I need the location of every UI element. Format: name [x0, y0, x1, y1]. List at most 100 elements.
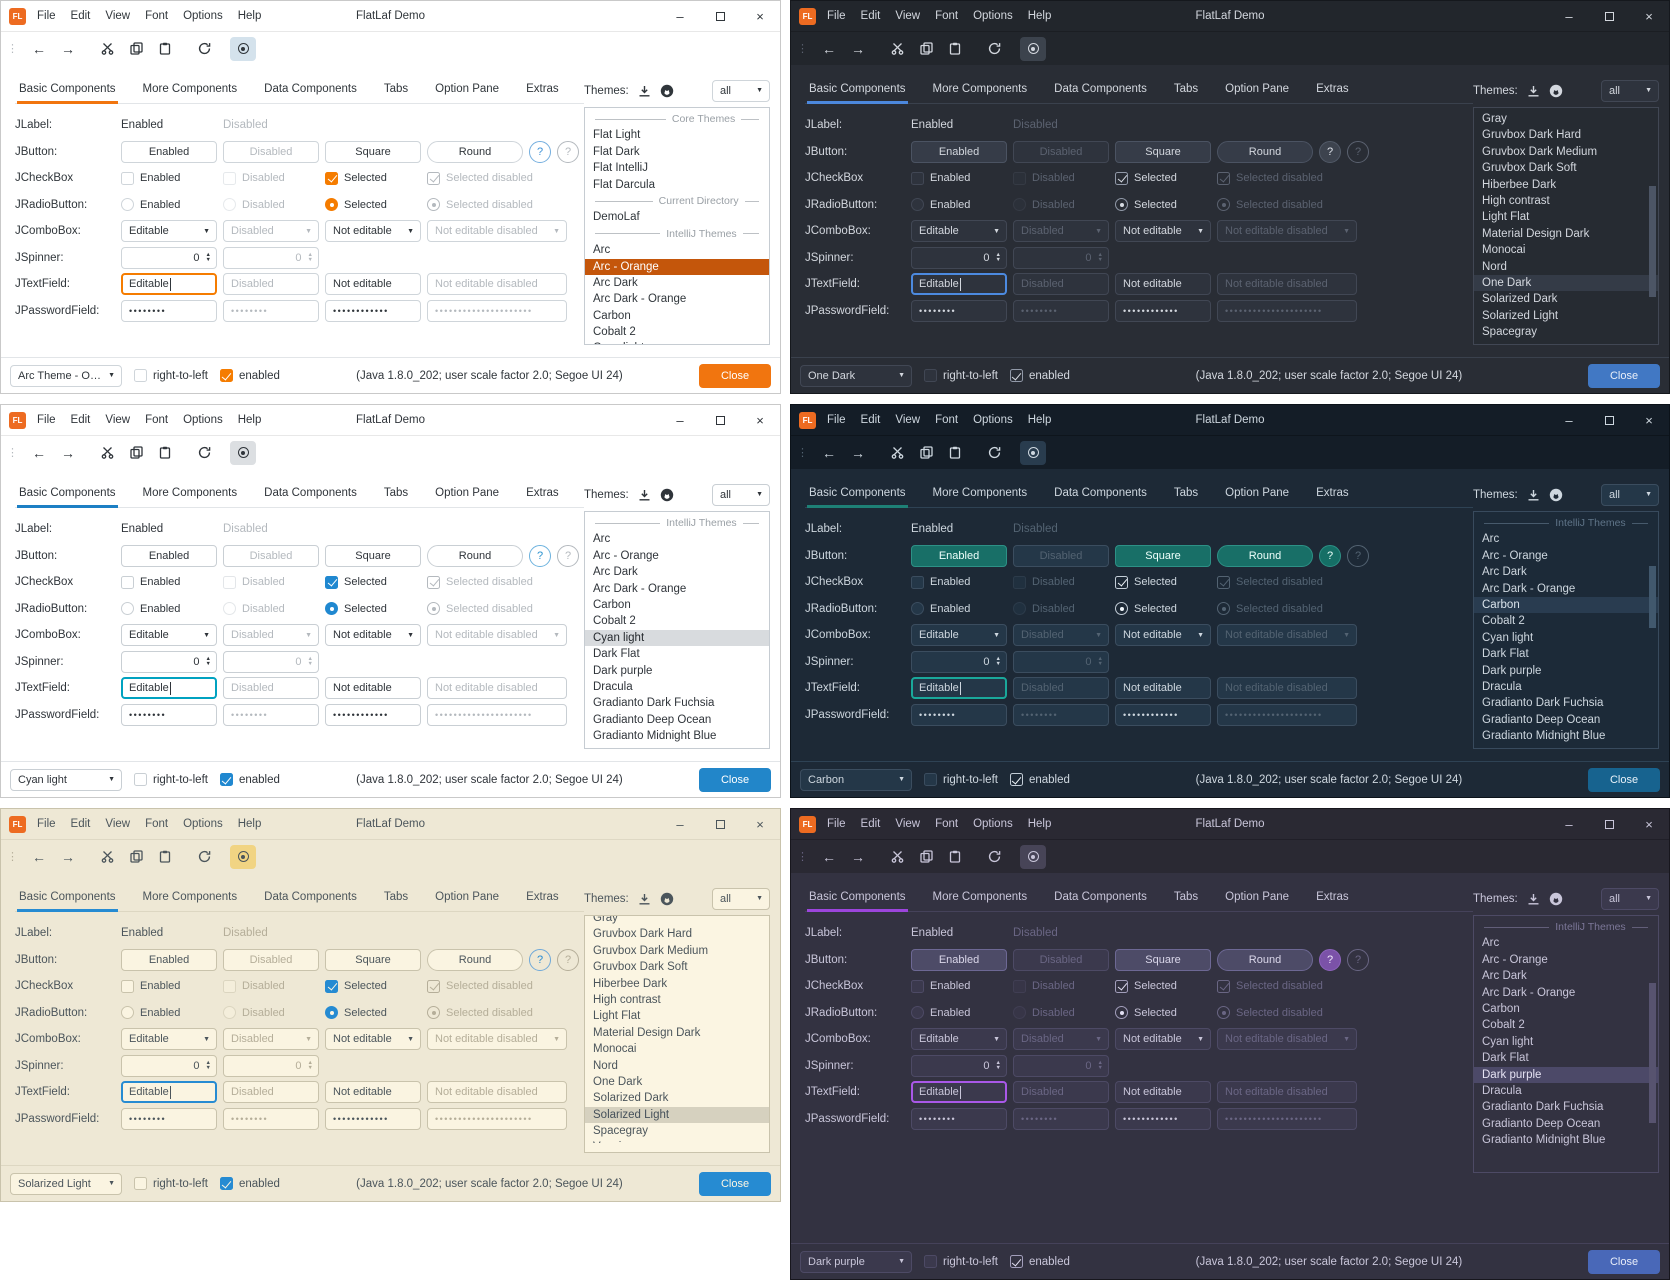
theme-list-item[interactable]: Arc: [593, 533, 611, 546]
password-field[interactable]: ••••••••: [911, 1107, 1007, 1130]
maximize-button[interactable]: [700, 405, 740, 435]
menu-item[interactable]: Edit: [70, 818, 91, 830]
combobox-not-editable[interactable]: Not editable ▼: [325, 1028, 421, 1050]
spinner[interactable]: 0 ▲ ▼: [121, 650, 217, 673]
theme-list-item[interactable]: Dark purple: [593, 664, 653, 677]
spinner-arrows-icon[interactable]: ▲ ▼: [995, 251, 1001, 263]
menu-item[interactable]: File: [37, 414, 56, 426]
help-button[interactable]: ?: [529, 140, 551, 163]
radio-enabled[interactable]: Enabled: [121, 198, 217, 211]
forward-icon[interactable]: →: [55, 441, 81, 465]
enabled-checkbox[interactable]: enabled: [219, 369, 280, 382]
maximize-button[interactable]: [700, 809, 740, 839]
tab[interactable]: Extras: [1316, 487, 1349, 499]
combobox-not-editable[interactable]: Not editable ▼: [1115, 1028, 1211, 1050]
checkbox-enabled[interactable]: Enabled: [911, 979, 1007, 993]
textfield-editable[interactable]: Editable: [911, 273, 1007, 295]
enabled-checkbox[interactable]: enabled: [1009, 773, 1070, 786]
refresh-icon[interactable]: [981, 37, 1007, 61]
theme-select[interactable]: Dark purple ▼: [800, 1250, 912, 1273]
spinner-arrows-icon[interactable]: ▲ ▼: [205, 1059, 211, 1071]
paste-icon[interactable]: [942, 441, 968, 465]
combobox-not-editable[interactable]: Not editable ▼: [325, 220, 421, 242]
theme-list-item[interactable]: Carbon: [593, 598, 631, 611]
tab[interactable]: Data Components: [264, 891, 357, 903]
theme-list-item[interactable]: Cobalt 2: [1482, 1019, 1525, 1032]
password-field[interactable]: ••••••••: [121, 299, 217, 322]
theme-list-item[interactable]: Monocai: [593, 1043, 637, 1056]
theme-list-item[interactable]: Gradianto Dark Fuchsia: [593, 697, 715, 710]
menu-item[interactable]: Options: [183, 414, 223, 426]
help-button[interactable]: ?: [1319, 544, 1341, 567]
help-button[interactable]: ?: [529, 948, 551, 971]
square-button[interactable]: Square: [325, 544, 421, 567]
theme-list-item[interactable]: Gruvbox Dark Medium: [1482, 145, 1598, 158]
menu-item[interactable]: View: [895, 10, 921, 22]
tab[interactable]: Data Components: [1054, 83, 1147, 95]
theme-list-item[interactable]: Spacegray: [593, 1125, 648, 1138]
theme-list-item[interactable]: DemoLaf: [593, 211, 640, 224]
theme-list-item[interactable]: Gruvbox Dark Medium: [593, 944, 709, 957]
refresh-icon[interactable]: [191, 37, 217, 61]
forward-icon[interactable]: →: [55, 845, 81, 869]
github-icon[interactable]: [1549, 84, 1563, 98]
theme-list-item[interactable]: Dark Flat: [593, 648, 640, 661]
menu-item[interactable]: Options: [183, 818, 223, 830]
theme-list-item[interactable]: Monocai: [1482, 244, 1526, 257]
minimize-button[interactable]: –: [1565, 816, 1573, 832]
cut-icon[interactable]: [94, 441, 120, 465]
spinner-arrows-icon[interactable]: ▲ ▼: [995, 1059, 1001, 1071]
theme-list-item[interactable]: Solarized Dark: [593, 1092, 669, 1105]
radio-enabled[interactable]: Enabled: [121, 1006, 217, 1019]
download-icon[interactable]: [1527, 489, 1540, 501]
enabled-checkbox[interactable]: enabled: [1009, 1255, 1070, 1268]
toolbar-grip[interactable]: ⋮: [797, 43, 808, 55]
menu-item[interactable]: View: [105, 414, 131, 426]
tab[interactable]: Tabs: [1173, 891, 1199, 903]
checkbox-enabled[interactable]: Enabled: [121, 171, 217, 185]
checkbox-selected[interactable]: Selected: [325, 171, 421, 185]
theme-list-item[interactable]: Solarized Light: [1482, 309, 1559, 322]
refresh-icon[interactable]: [191, 845, 217, 869]
theme-filter-select[interactable]: all ▼: [712, 483, 770, 506]
tab[interactable]: More Components: [142, 83, 238, 95]
combobox-editable[interactable]: Editable ▼: [121, 220, 217, 242]
theme-list-item[interactable]: Carbon: [593, 309, 631, 322]
menu-item[interactable]: Font: [935, 10, 959, 22]
rtl-checkbox[interactable]: right-to-left: [134, 369, 208, 382]
theme-list-item[interactable]: One Dark: [593, 1075, 643, 1088]
square-button[interactable]: Square: [1115, 544, 1211, 567]
download-icon[interactable]: [638, 893, 651, 905]
square-button[interactable]: Square: [1115, 948, 1211, 971]
menu-item[interactable]: File: [37, 818, 56, 830]
github-icon[interactable]: [1549, 892, 1563, 906]
theme-filter-select[interactable]: all ▼: [1601, 483, 1659, 506]
eye-icon[interactable]: [230, 440, 256, 465]
theme-list-item[interactable]: Cobalt 2: [593, 326, 636, 339]
checkbox-enabled[interactable]: Enabled: [911, 171, 1007, 185]
paste-icon[interactable]: [942, 37, 968, 61]
radio-selected[interactable]: Selected: [1115, 198, 1211, 211]
copy-icon[interactable]: [123, 37, 149, 61]
download-icon[interactable]: [638, 489, 651, 501]
menu-item[interactable]: Help: [1027, 818, 1052, 830]
menu-item[interactable]: Font: [145, 818, 169, 830]
radio-selected[interactable]: Selected: [1115, 602, 1211, 615]
theme-list-item[interactable]: Hiberbee Dark: [593, 977, 668, 990]
forward-icon[interactable]: →: [845, 845, 871, 869]
radio-selected[interactable]: Selected: [325, 198, 421, 211]
theme-list-item[interactable]: Arc Dark: [593, 276, 638, 289]
theme-list-item[interactable]: Arc Dark - Orange: [593, 293, 687, 306]
theme-list-item[interactable]: Arc Dark: [593, 566, 638, 579]
theme-filter-select[interactable]: all ▼: [1601, 79, 1659, 102]
close-window-button[interactable]: ×: [1645, 8, 1653, 24]
close-window-button[interactable]: ×: [756, 816, 764, 832]
tab[interactable]: Extras: [526, 487, 559, 499]
menu-item[interactable]: Edit: [70, 10, 91, 22]
maximize-button[interactable]: [1589, 405, 1629, 435]
download-icon[interactable]: [638, 85, 651, 97]
theme-list-item[interactable]: Arc Dark: [1482, 970, 1527, 983]
theme-list-item[interactable]: Hiberbee Dark: [1482, 178, 1557, 191]
checkbox-selected[interactable]: Selected: [325, 575, 421, 589]
menu-item[interactable]: Help: [1027, 414, 1052, 426]
